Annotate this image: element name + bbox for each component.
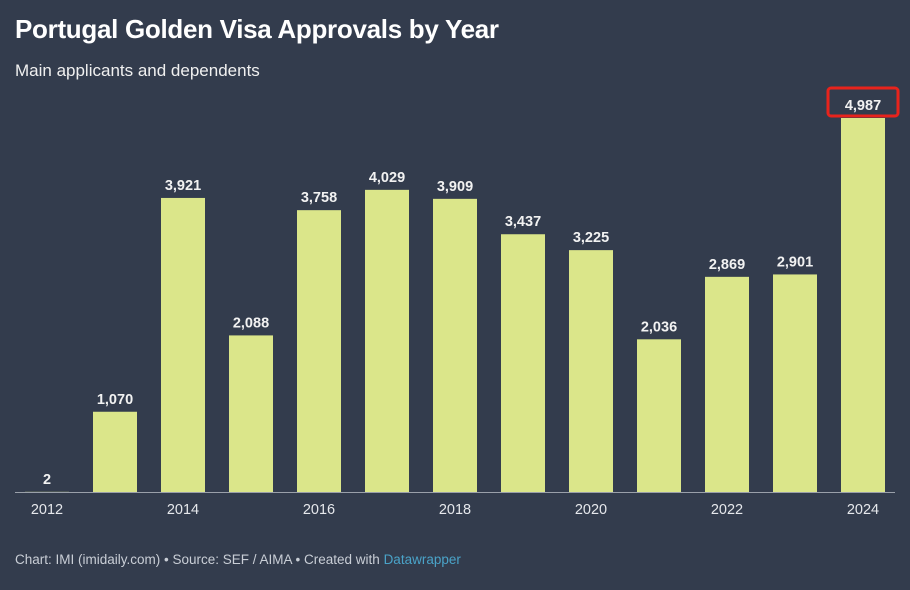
bar-2019: [501, 234, 545, 492]
highlight-box: [826, 86, 900, 118]
value-label-2018: 3,909: [437, 179, 473, 195]
value-label-2015: 2,088: [233, 315, 269, 331]
x-tick-label-2012: 2012: [31, 502, 63, 518]
chart-subtitle: Main applicants and dependents: [15, 61, 260, 80]
value-label-2023: 2,901: [777, 254, 813, 270]
value-label-2022: 2,869: [709, 257, 745, 273]
value-label-2021: 2,036: [641, 319, 677, 335]
bar-2017: [365, 189, 409, 492]
value-label-2020: 3,225: [573, 230, 609, 246]
footer-credits: Chart: IMI (imidaily.com) • Source: SEF …: [15, 552, 384, 567]
x-tick-label-2020: 2020: [575, 502, 607, 518]
x-tick-label-2022: 2022: [711, 502, 743, 518]
bar-2022: [705, 276, 749, 492]
x-tick-label-2024: 2024: [847, 502, 879, 518]
bar-2021: [637, 339, 681, 492]
bar-2023: [773, 274, 817, 492]
bar-2014: [161, 197, 205, 493]
value-label-2019: 3,437: [505, 214, 541, 230]
bar-2015: [229, 335, 273, 492]
bar-2016: [297, 210, 341, 493]
value-label-2017: 4,029: [369, 170, 405, 186]
value-label-2013: 1,070: [97, 392, 133, 408]
value-label-2012: 2: [43, 472, 51, 488]
bar-2018: [433, 198, 477, 492]
chart-title: Portugal Golden Visa Approvals by Year: [15, 14, 499, 44]
value-label-2024: 4,987: [845, 98, 881, 114]
value-label-2016: 3,758: [301, 190, 337, 206]
x-tick-label-2016: 2016: [303, 502, 335, 518]
value-label-2014: 3,921: [165, 178, 201, 194]
chart-footer: Chart: IMI (imidaily.com) • Source: SEF …: [15, 552, 461, 567]
datawrapper-link[interactable]: Datawrapper: [383, 552, 461, 567]
bar-2013: [93, 411, 137, 492]
x-tick-label-2014: 2014: [167, 502, 199, 518]
bar-2024: [841, 118, 885, 492]
x-tick-label-2018: 2018: [439, 502, 471, 518]
bar-2020: [569, 250, 613, 492]
